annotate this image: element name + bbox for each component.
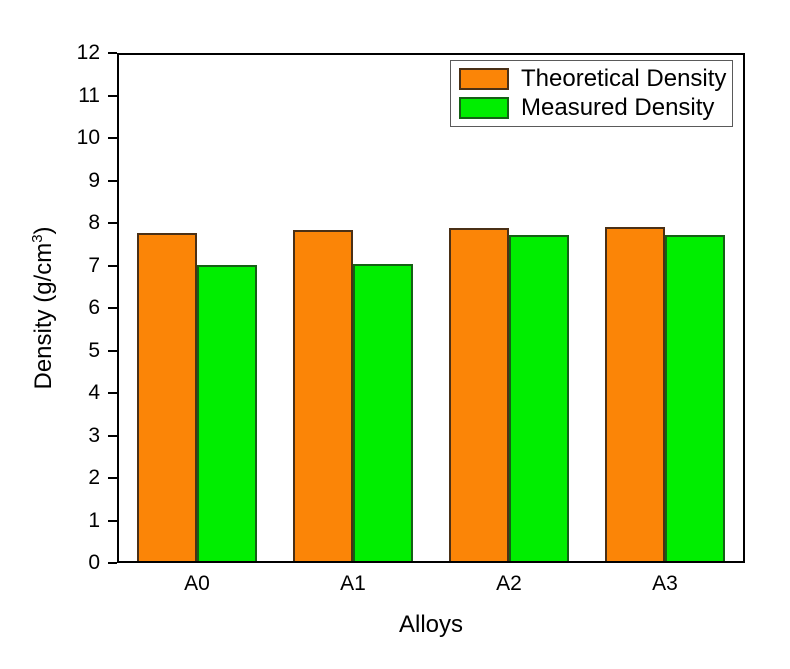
y-tick-label-8: 8 — [88, 211, 100, 234]
legend-swatch-theoretical — [459, 68, 509, 90]
x-tick-label-A3: A3 — [652, 572, 678, 595]
y-tick-label-4: 4 — [88, 381, 100, 404]
x-tick-label-A1: A1 — [340, 572, 366, 595]
y-tick-10 — [108, 137, 117, 139]
bar-theoretical-A2 — [449, 227, 509, 561]
bar-theoretical-A3 — [605, 226, 665, 561]
x-tick-label-A2: A2 — [496, 572, 522, 595]
y-tick-0 — [108, 562, 117, 564]
bar-measured-A0 — [197, 264, 257, 561]
y-tick-label-1: 1 — [88, 508, 100, 532]
y-axis-title-superscript: 3 — [30, 234, 46, 243]
x-tick-label-A0: A0 — [184, 572, 210, 595]
legend-label-theoretical: Theoretical Density — [521, 65, 727, 92]
y-tick-label-12: 12 — [76, 41, 100, 64]
y-tick-7 — [108, 264, 117, 267]
legend-swatch-measured — [459, 97, 509, 119]
y-tick-3 — [108, 434, 117, 437]
y-tick-9 — [108, 179, 117, 182]
bar-measured-A2 — [509, 235, 569, 561]
plot-area — [117, 53, 745, 563]
y-tick-8 — [108, 222, 117, 224]
legend-label-measured: Measured Density — [521, 94, 715, 121]
y-tick-1 — [108, 519, 117, 522]
y-tick-2 — [108, 477, 117, 479]
x-axis-title: Alloys — [398, 611, 464, 638]
y-tick-label-5: 5 — [88, 338, 100, 362]
bar-measured-A3 — [665, 235, 725, 561]
legend-item-theoretical: Theoretical Density — [459, 65, 727, 92]
y-tick-4 — [108, 392, 117, 394]
y-tick-label-11: 11 — [78, 83, 100, 107]
y-tick-label-6: 6 — [88, 296, 100, 319]
legend: Theoretical Density Measured Density — [450, 60, 733, 127]
bar-measured-A1 — [353, 263, 413, 561]
y-tick-label-3: 3 — [88, 423, 100, 447]
y-tick-5 — [108, 349, 117, 352]
bar-theoretical-A1 — [293, 229, 353, 561]
y-tick-label-9: 9 — [88, 168, 100, 192]
y-tick-label-10: 10 — [76, 126, 100, 149]
y-tick-label-2: 2 — [88, 466, 100, 489]
y-tick-label-0: 0 — [88, 551, 100, 574]
y-tick-11 — [108, 94, 117, 97]
y-tick-12 — [108, 52, 117, 54]
bar-theoretical-A0 — [137, 233, 197, 561]
y-tick-6 — [108, 307, 117, 309]
y-tick-label-7: 7 — [88, 253, 100, 277]
legend-item-measured: Measured Density — [459, 95, 724, 121]
